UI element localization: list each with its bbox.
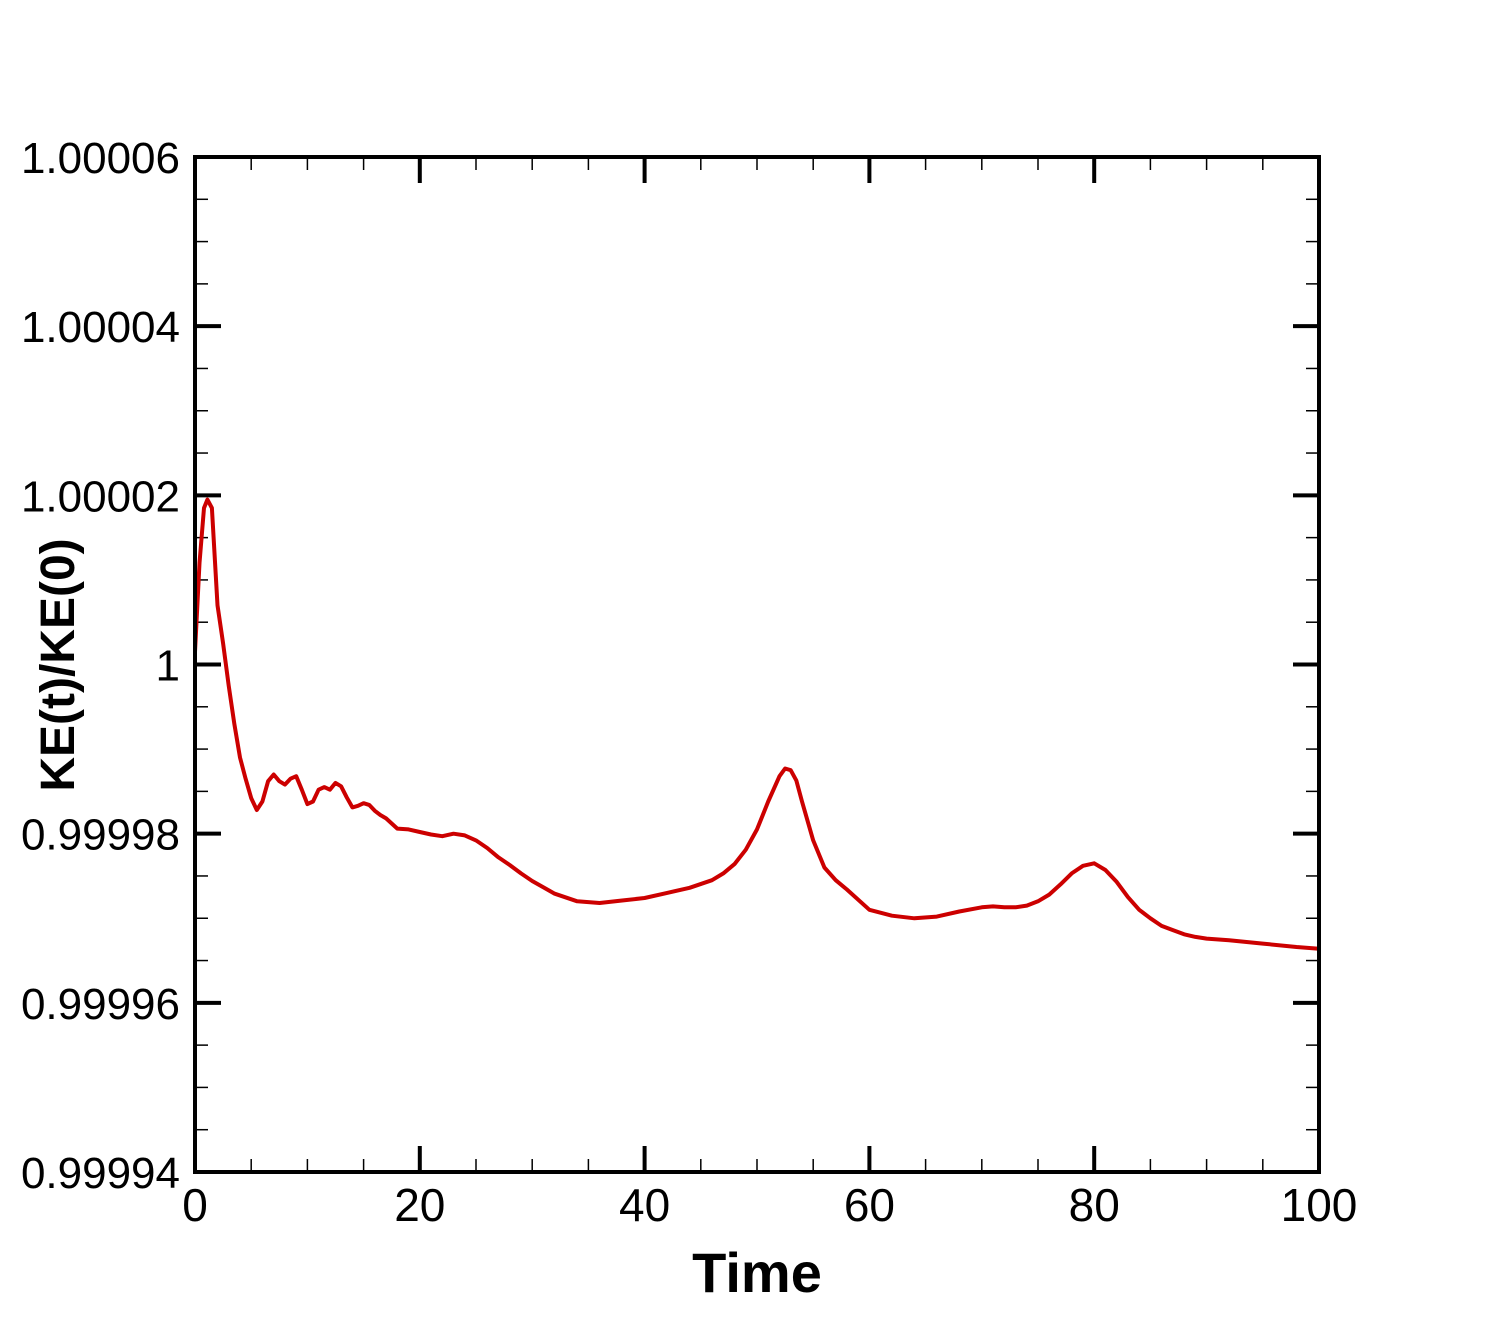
x-tick-label: 20 — [394, 1179, 445, 1231]
x-axis-title: Time — [692, 1241, 822, 1304]
series-line — [193, 497, 1321, 951]
series-layer — [193, 497, 1321, 951]
x-tick-label: 40 — [619, 1179, 670, 1231]
y-tick-label: 1.00002 — [21, 472, 180, 521]
major-ticks — [193, 155, 1321, 1174]
y-axis-title: KE(t)/KE(0) — [32, 538, 85, 791]
x-tick-labels: 0 20 40 60 80 100 — [182, 1179, 1357, 1231]
y-tick-label: 0.99998 — [21, 811, 180, 860]
x-tick-label: 60 — [844, 1179, 895, 1231]
x-tick-label: 0 — [182, 1179, 208, 1231]
y-tick-label: 1.00004 — [21, 303, 180, 352]
minor-ticks — [195, 157, 1319, 1172]
y-tick-label: 1 — [156, 642, 180, 691]
plot-frame — [193, 155, 1321, 1174]
x-tick-label: 100 — [1281, 1179, 1358, 1231]
y-tick-label: 0.99994 — [21, 1149, 180, 1198]
y-tick-labels: 0.99994 0.99996 0.99998 1 1.00002 1.00004 1.00… — [21, 134, 180, 1198]
x-tick-label: 80 — [1069, 1179, 1120, 1231]
y-tick-label: 1.00006 — [21, 134, 180, 183]
y-tick-label: 0.99996 — [21, 980, 180, 1029]
